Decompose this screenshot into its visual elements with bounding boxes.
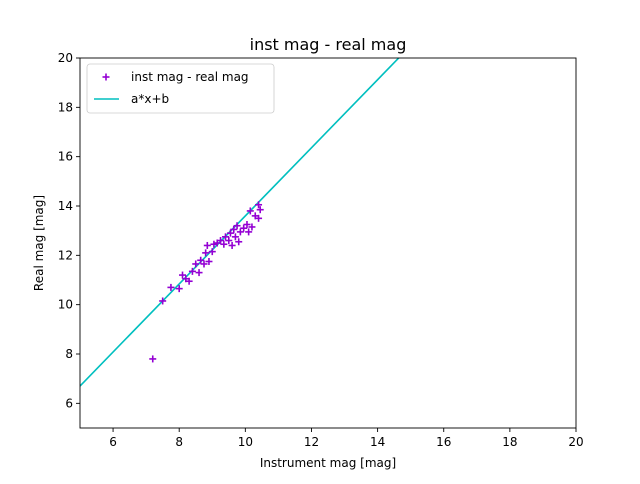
data-point xyxy=(235,238,243,246)
data-point xyxy=(231,233,239,241)
y-tick-label: 10 xyxy=(58,298,73,312)
x-axis: 6 8 10 12 14 16 18 20 xyxy=(109,428,584,449)
data-point xyxy=(210,240,218,248)
data-point xyxy=(243,221,251,228)
data-point xyxy=(233,222,241,230)
data-point xyxy=(221,233,229,241)
y-tick-label: 14 xyxy=(58,199,73,213)
legend: inst mag - real mag a*x+b xyxy=(86,63,275,114)
data-point xyxy=(220,240,228,248)
y-tick-label: 12 xyxy=(58,248,73,262)
data-points xyxy=(149,201,264,363)
data-point xyxy=(248,223,256,231)
y-tick-label: 16 xyxy=(58,150,73,164)
plot-area xyxy=(80,58,400,387)
data-point xyxy=(202,249,210,257)
x-tick-label: 16 xyxy=(436,435,451,449)
data-point xyxy=(236,228,244,236)
legend-plus-marker xyxy=(102,73,110,81)
x-tick-label: 6 xyxy=(109,435,117,449)
data-point xyxy=(203,241,211,249)
x-tick-label: 18 xyxy=(502,435,517,449)
data-point xyxy=(179,271,187,279)
y-tick-label: 20 xyxy=(58,51,73,65)
chart-title: inst mag - real mag xyxy=(250,35,407,54)
legend-marker-scatter xyxy=(102,73,110,81)
y-axis-label: Real mag [mag] xyxy=(32,195,46,291)
y-tick-label: 6 xyxy=(65,396,73,410)
data-point xyxy=(188,267,196,275)
x-tick-label: 12 xyxy=(304,435,319,449)
data-point xyxy=(255,214,263,222)
data-point xyxy=(192,260,200,268)
legend-box xyxy=(86,63,275,114)
data-point xyxy=(226,229,234,237)
x-tick-label: 14 xyxy=(370,435,385,449)
data-point xyxy=(217,237,225,245)
data-point xyxy=(159,297,167,305)
data-point xyxy=(200,260,208,268)
y-tick-label: 8 xyxy=(65,347,73,361)
data-point xyxy=(228,241,236,249)
data-point xyxy=(255,201,263,209)
legend-label-fit-line: a*x+b xyxy=(131,92,169,106)
legend-label-scatter: inst mag - real mag xyxy=(131,70,249,84)
x-tick-label: 10 xyxy=(238,435,253,449)
data-point xyxy=(208,248,216,256)
data-point xyxy=(197,256,205,264)
data-point xyxy=(149,355,157,363)
x-tick-label: 20 xyxy=(568,435,583,449)
data-point xyxy=(167,283,175,291)
data-point xyxy=(225,237,233,245)
data-point xyxy=(195,269,203,277)
data-point xyxy=(230,225,238,233)
x-axis-label: Instrument mag [mag] xyxy=(260,456,396,470)
data-point xyxy=(256,206,264,214)
data-point xyxy=(240,224,248,232)
data-point xyxy=(185,277,193,285)
data-point xyxy=(246,207,254,215)
data-point xyxy=(245,228,253,236)
y-tick-label: 18 xyxy=(58,100,73,114)
x-tick-label: 8 xyxy=(175,435,183,449)
y-axis: 6 8 10 12 14 16 18 20 xyxy=(58,51,80,410)
data-point xyxy=(175,285,183,293)
plot-frame xyxy=(79,57,577,429)
data-point xyxy=(205,258,213,265)
